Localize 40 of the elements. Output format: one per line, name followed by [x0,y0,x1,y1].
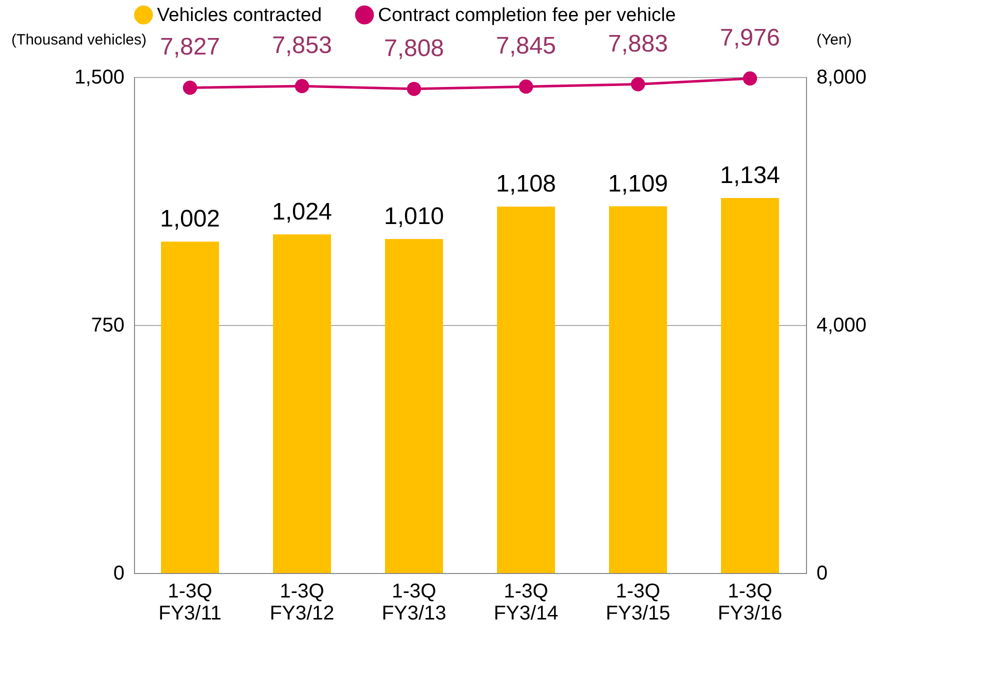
y-tick-label: 0 [113,562,124,584]
point [630,77,646,92]
bar [161,242,219,573]
bar [273,234,331,573]
data-label: 1,108 [496,170,556,198]
legend-label: Vehicles contracted [157,4,322,26]
bar [721,198,779,573]
data-label: 1,010 [384,203,444,230]
y2-tick-label: 0 [816,562,828,584]
x-tick-label: 1-3Q FY3/14 [494,580,558,624]
data-label: 7,853 [272,32,332,60]
y-tick-label: 750 [91,314,124,336]
bar [609,206,667,573]
data-label: 7,808 [384,34,444,62]
y-tick-label: 1,500 [74,66,124,88]
y-axis-title: (Thousand vehicles) [11,32,146,48]
point [294,79,310,94]
data-label: 1,002 [160,206,220,233]
bar [497,206,555,573]
x-tick-label: 1-3Q FY3/12 [270,580,334,624]
data-label: 1,109 [608,170,668,198]
data-label: 7,976 [720,24,780,52]
data-label: 7,845 [496,32,556,60]
bar [385,239,443,573]
y2-axis-title: (Yen) [816,32,852,48]
x-tick-label: 1-3Q FY3/15 [606,580,670,624]
data-label: 7,827 [160,34,220,61]
point [518,80,534,94]
x-tick-label: 1-3Q FY3/13 [382,580,446,624]
y2-tick-label: 8,000 [816,66,867,88]
x-tick-label: 1-3Q FY3/11 [158,580,222,624]
point [406,82,422,96]
point [742,71,758,86]
y2-tick-label: 4,000 [816,314,867,336]
point [182,80,198,95]
x-tick-label: 1-3Q FY3/16 [718,580,782,624]
legend-label: Contract completion fee per vehicle [378,4,676,26]
data-label: 7,883 [608,30,668,58]
data-label: 1,024 [272,198,332,226]
data-label: 1,134 [720,162,780,190]
